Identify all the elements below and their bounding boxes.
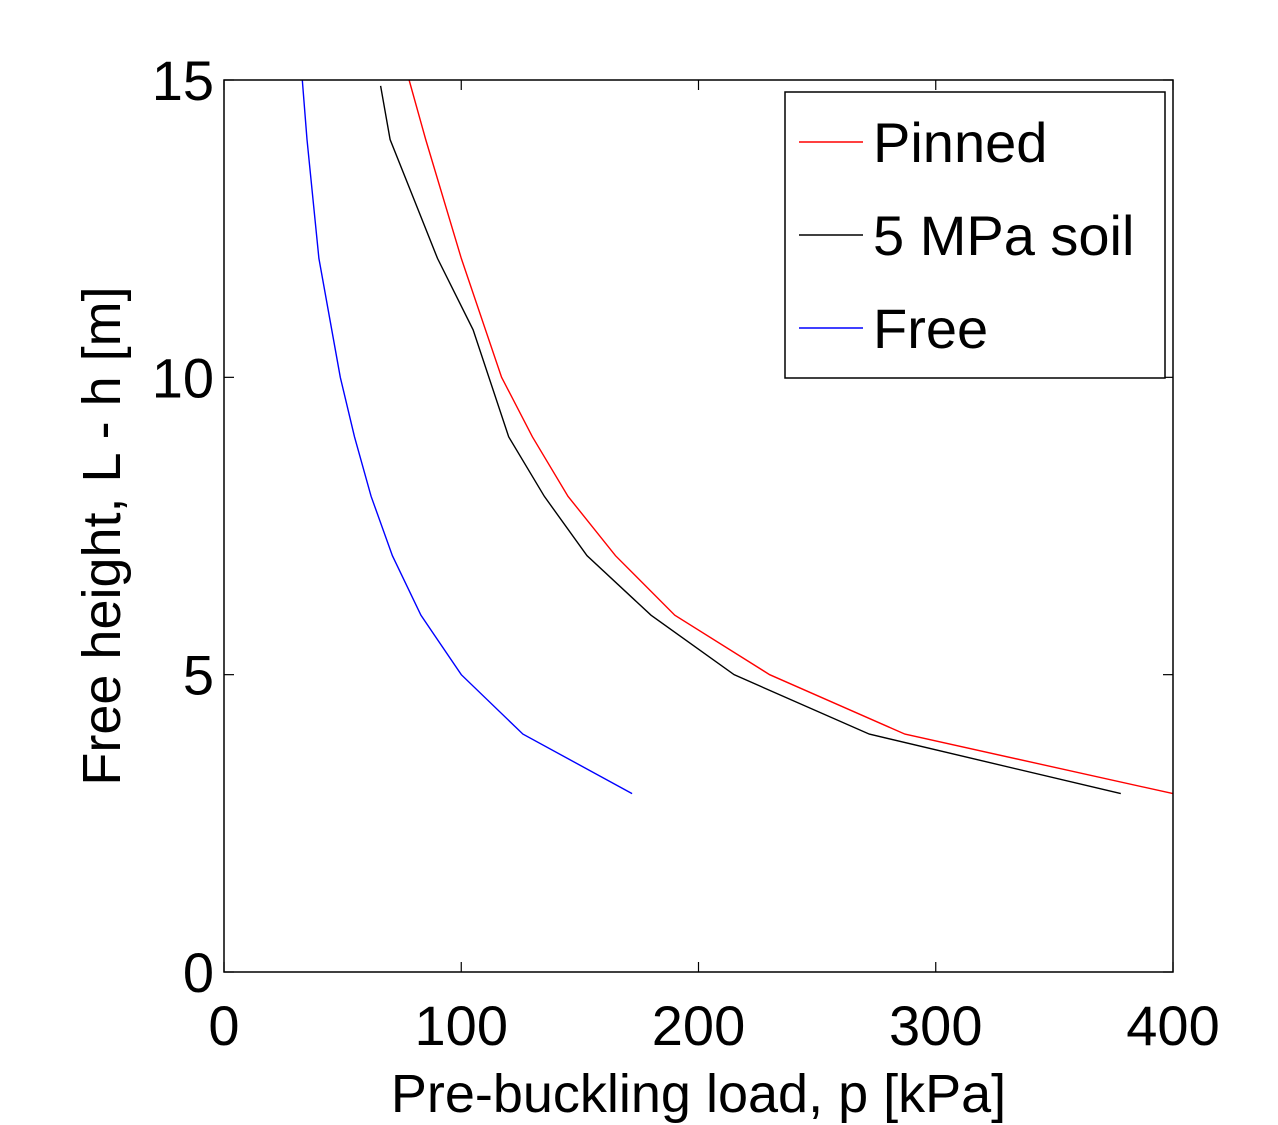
series-line-0 — [408, 79, 1174, 795]
y-tick-label: 0 — [183, 941, 214, 1004]
legend: Pinned 5 MPa soil Free — [784, 91, 1166, 379]
tick-marks — [223, 79, 1174, 973]
series-layer — [301, 79, 1174, 795]
series-line-2 — [301, 79, 633, 795]
y-axis-label: Free height, L - h [m] — [72, 286, 132, 785]
legend-entry-1: 5 MPa soil — [873, 204, 1134, 267]
y-tick-label: 10 — [152, 346, 214, 409]
x-tick-label: 300 — [889, 994, 982, 1057]
x-tick-label: 200 — [652, 994, 745, 1057]
x-tick-label: 0 — [208, 994, 239, 1057]
y-tick-label: 5 — [183, 644, 214, 707]
x-tick-label: 400 — [1126, 994, 1219, 1057]
x-tick-labels: 0 100 200 300 400 — [208, 994, 1219, 1057]
x-tick-label: 100 — [415, 994, 508, 1057]
legend-entry-0: Pinned — [873, 111, 1047, 174]
y-tick-label: 15 — [152, 49, 214, 112]
x-axis-label: Pre-buckling load, p [kPa] — [391, 1064, 1006, 1124]
y-tick-labels: 0 5 10 15 — [152, 49, 214, 1004]
legend-entry-2: Free — [873, 297, 988, 360]
series-line-1 — [379, 85, 1121, 795]
